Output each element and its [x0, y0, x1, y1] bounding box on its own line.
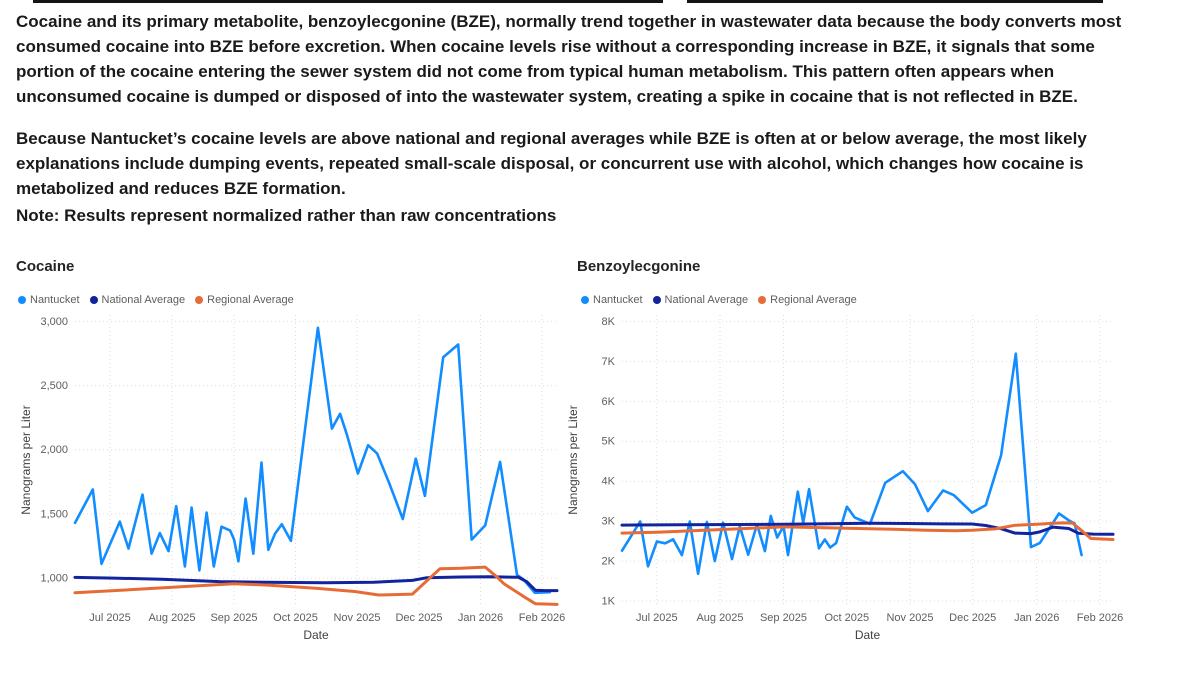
regional-average-legend-dot-icon — [195, 296, 204, 304]
y-tick-label: 2K — [602, 556, 616, 568]
x-tick-label: Sep 2025 — [210, 612, 257, 624]
legend-item-regional-average[interactable]: Regional Average — [758, 294, 857, 306]
x-tick-label: Jan 2026 — [1014, 612, 1059, 624]
x-tick-label: Oct 2025 — [273, 612, 318, 624]
x-axis-title: Date — [855, 628, 881, 642]
y-tick-label: 4K — [602, 476, 616, 488]
y-axis-title: Nanograms per Liter — [19, 405, 33, 514]
national-average-legend-dot-icon — [652, 296, 661, 304]
x-tick-label: Dec 2025 — [949, 612, 996, 624]
y-tick-label: 2,500 — [40, 380, 68, 392]
legend-item-nantucket[interactable]: Nantucket — [18, 294, 80, 306]
intro-paragraph-1: Cocaine and its primary metabolite, benz… — [16, 12, 1122, 106]
y-tick-label: 3,000 — [40, 316, 68, 328]
legend-label: Regional Average — [770, 294, 857, 306]
intro-paragraph-2: Because Nantucket’s cocaine levels are a… — [16, 129, 1087, 198]
series-line-national-average[interactable] — [73, 575, 559, 593]
legend-item-regional-average[interactable]: Regional Average — [195, 294, 294, 306]
top-border-segment — [33, 0, 663, 3]
x-tick-label: Jan 2026 — [458, 612, 503, 624]
y-tick-label: 1,500 — [40, 508, 68, 520]
y-tick-label: 1,000 — [40, 573, 68, 585]
benzoylecgonine-chart-title: Benzoylecgonine — [577, 258, 701, 275]
series-line-regional-average[interactable] — [620, 521, 1115, 541]
x-tick-label: Jul 2025 — [89, 612, 131, 624]
x-tick-label: Jul 2025 — [636, 612, 678, 624]
series-line-national-average[interactable] — [620, 521, 1115, 536]
y-tick-label: 6K — [602, 396, 616, 408]
legend-label: Regional Average — [207, 294, 294, 306]
legend-item-national-average[interactable]: National Average — [652, 294, 749, 306]
intro-text-block: Cocaine and its primary metabolite, benz… — [16, 9, 1134, 228]
x-tick-label: Feb 2026 — [519, 612, 565, 624]
x-tick-label: Dec 2025 — [395, 612, 442, 624]
y-tick-label: 5K — [602, 436, 616, 448]
legend-label: Nantucket — [593, 294, 643, 306]
benzoylecgonine-chart: Benzoylecgonine Nantucket National Avera… — [561, 256, 1200, 656]
y-tick-label: 1K — [602, 596, 616, 608]
national-average-legend-dot-icon — [89, 296, 98, 304]
cocaine-chart: Cocaine Nantucket National Average Regio… — [0, 256, 570, 656]
top-border-segment — [687, 0, 1103, 3]
x-axis-title: Date — [303, 628, 329, 642]
series-line-nantucket[interactable] — [73, 326, 552, 595]
x-tick-label: Sep 2025 — [760, 612, 807, 624]
benzoylecgonine-legend: Nantucket National Average Regional Aver… — [581, 294, 867, 306]
y-tick-label: 2,000 — [40, 444, 68, 456]
legend-item-nantucket[interactable]: Nantucket — [581, 294, 643, 306]
legend-label: Nantucket — [30, 294, 80, 306]
y-tick-label: 3K — [602, 516, 616, 528]
x-tick-label: Oct 2025 — [824, 612, 869, 624]
legend-label: National Average — [664, 294, 749, 306]
y-tick-label: 7K — [602, 356, 616, 368]
legend-item-national-average[interactable]: National Average — [89, 294, 186, 306]
cocaine-chart-title: Cocaine — [16, 258, 75, 275]
nantucket-legend-dot-icon — [581, 296, 589, 304]
series-line-nantucket[interactable] — [620, 352, 1083, 576]
x-tick-label: Aug 2025 — [148, 612, 195, 624]
x-tick-label: Aug 2025 — [696, 612, 743, 624]
x-tick-label: Feb 2026 — [1077, 612, 1123, 624]
cocaine-chart-svg: 3,000 2,500 2,000 1,500 1,000 Jul 2025 Aug 202… — [19, 315, 565, 642]
x-tick-label: Nov 2025 — [333, 612, 380, 624]
legend-label: National Average — [101, 294, 186, 306]
x-tick-label: Nov 2025 — [886, 612, 933, 624]
nantucket-legend-dot-icon — [18, 296, 26, 304]
benzoylecgonine-chart-svg: 8K 7K 6K 5K 4K 3K 2K 1K Jul 2025 Aug 2025 Sep 2025… — [566, 315, 1123, 642]
intro-note: Note: Results represent normalized rathe… — [16, 206, 557, 225]
series-line-regional-average[interactable] — [73, 565, 559, 606]
y-axis-title: Nanograms per Liter — [566, 405, 580, 514]
y-tick-label: 8K — [602, 316, 616, 328]
cocaine-legend: Nantucket National Average Regional Aver… — [18, 294, 304, 306]
regional-average-legend-dot-icon — [758, 296, 767, 304]
